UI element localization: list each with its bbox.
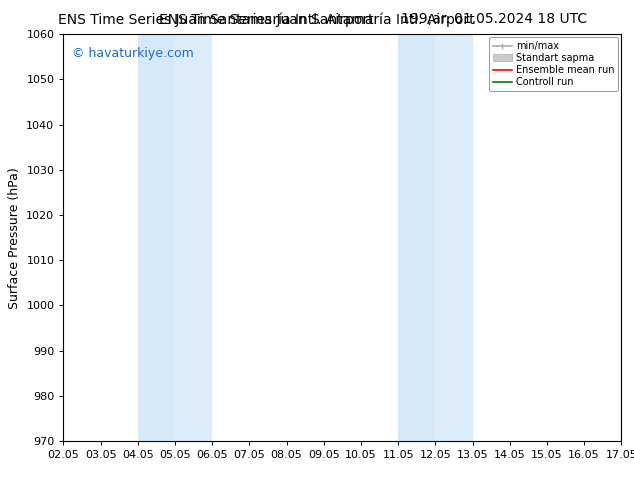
- Bar: [138, 34, 175, 441]
- Text: © havaturkiye.com: © havaturkiye.com: [72, 47, 193, 59]
- Text: 199;ar. 01.05.2024 18 UTC: 199;ar. 01.05.2024 18 UTC: [401, 12, 588, 26]
- Y-axis label: Surface Pressure (hPa): Surface Pressure (hPa): [8, 167, 21, 309]
- Bar: [175, 34, 212, 441]
- Bar: [436, 34, 472, 441]
- Bar: [398, 34, 436, 441]
- Legend: min/max, Standart sapma, Ensemble mean run, Controll run: min/max, Standart sapma, Ensemble mean r…: [489, 37, 618, 91]
- Text: ENS Time Series Juan Santamaría Intl. Airport: ENS Time Series Juan Santamaría Intl. Ai…: [159, 12, 475, 27]
- Text: ENS Time Series Juan Santamaría Intl. Airport: ENS Time Series Juan Santamaría Intl. Ai…: [58, 12, 373, 27]
